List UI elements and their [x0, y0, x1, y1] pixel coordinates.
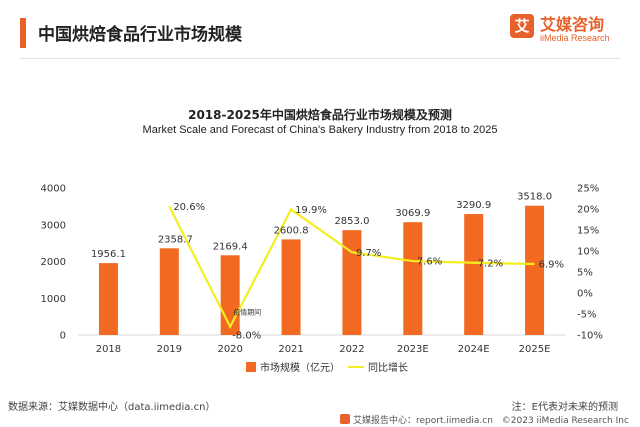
x-axis-tick-label: 2024E — [458, 344, 490, 355]
growth-value-label: 20.6% — [173, 202, 205, 213]
growth-value-label: 9.7% — [356, 248, 381, 259]
right-axis-tick-label: 0% — [577, 289, 593, 300]
copyright-text: ©2023 iiMedia Research Inc — [501, 416, 629, 426]
bar — [464, 214, 484, 335]
bar — [403, 222, 423, 335]
growth-value-label: 7.6% — [417, 257, 442, 268]
left-axis-tick-label: 0 — [60, 331, 66, 342]
data-source: 数据来源：艾媒数据中心（data.iimedia.cn） — [8, 402, 216, 413]
x-axis-tick-label: 2020 — [217, 344, 242, 355]
report-center-link[interactable]: 艾媒报告中心：report.iimedia.cn — [353, 416, 493, 426]
right-axis-tick-label: 25% — [577, 184, 599, 195]
bar — [342, 230, 362, 335]
right-axis-tick-label: -5% — [577, 310, 596, 321]
bar-value-label: 2600.8 — [274, 225, 309, 236]
legend-line-label: 同比增长 — [368, 361, 408, 374]
title-accent-bar — [20, 18, 26, 48]
brand-name-en: iiMedia Research — [540, 33, 610, 43]
bar-value-label: 2169.4 — [213, 241, 248, 252]
growth-value-label: 19.9% — [295, 205, 327, 216]
forecast-note: 注：E代表对未来的预测 — [511, 402, 618, 413]
report-center-icon — [340, 414, 350, 424]
bar-value-label: 2853.0 — [334, 216, 369, 227]
x-axis-tick-label: 2021 — [278, 344, 303, 355]
header-divider — [20, 58, 620, 59]
legend-bar-swatch — [246, 362, 256, 372]
right-axis-tick-label: 15% — [577, 226, 599, 237]
left-axis-tick-label: 3000 — [41, 220, 66, 231]
right-axis-tick-label: -10% — [577, 331, 603, 342]
growth-value-label: -8.0% — [232, 331, 261, 342]
x-axis-tick-label: 2022 — [339, 344, 364, 355]
brand-name-cn: 艾媒咨询 — [540, 15, 605, 34]
chart-title: 2018-2025年中国烘焙食品行业市场规模及预测 — [188, 108, 452, 122]
bar — [98, 263, 118, 335]
bar-value-label: 3518.0 — [517, 192, 552, 203]
legend-bar-label: 市场规模（亿元） — [260, 361, 340, 374]
bar — [159, 248, 179, 335]
bar — [281, 239, 301, 335]
right-axis-tick-label: 20% — [577, 205, 599, 216]
left-axis-tick-label: 1000 — [41, 294, 66, 305]
x-axis-tick-label: 2023E — [397, 344, 429, 355]
covid-annotation: 疫情期间 — [233, 308, 261, 317]
page-title: 中国烘焙食品行业市场规模 — [38, 25, 242, 45]
bar-value-label: 2358.7 — [158, 234, 193, 245]
chart-subtitle: Market Scale and Forecast of China's Bak… — [142, 124, 498, 136]
bar — [525, 205, 545, 335]
x-axis-tick-label: 2025E — [519, 344, 551, 355]
x-axis-tick-label: 2019 — [157, 344, 182, 355]
right-axis-tick-label: 5% — [577, 268, 593, 279]
x-axis-tick-label: 2018 — [96, 344, 121, 355]
bar-value-label: 3290.9 — [456, 200, 491, 211]
left-axis-tick-label: 4000 — [41, 184, 66, 195]
footer-credits: 艾媒报告中心：report.iimedia.cn ©2023 iiMedia R… — [340, 413, 629, 426]
left-axis-tick-label: 2000 — [41, 257, 66, 268]
bar-value-label: 1956.1 — [91, 249, 126, 260]
right-axis-tick-label: 10% — [577, 247, 599, 258]
iimedia-logo-icon: 艾 — [510, 14, 534, 38]
growth-value-label: 6.9% — [539, 260, 564, 271]
growth-value-label: 7.2% — [478, 258, 503, 269]
growth-line — [168, 205, 535, 330]
bar-value-label: 3069.9 — [395, 208, 430, 219]
bar — [220, 255, 240, 335]
